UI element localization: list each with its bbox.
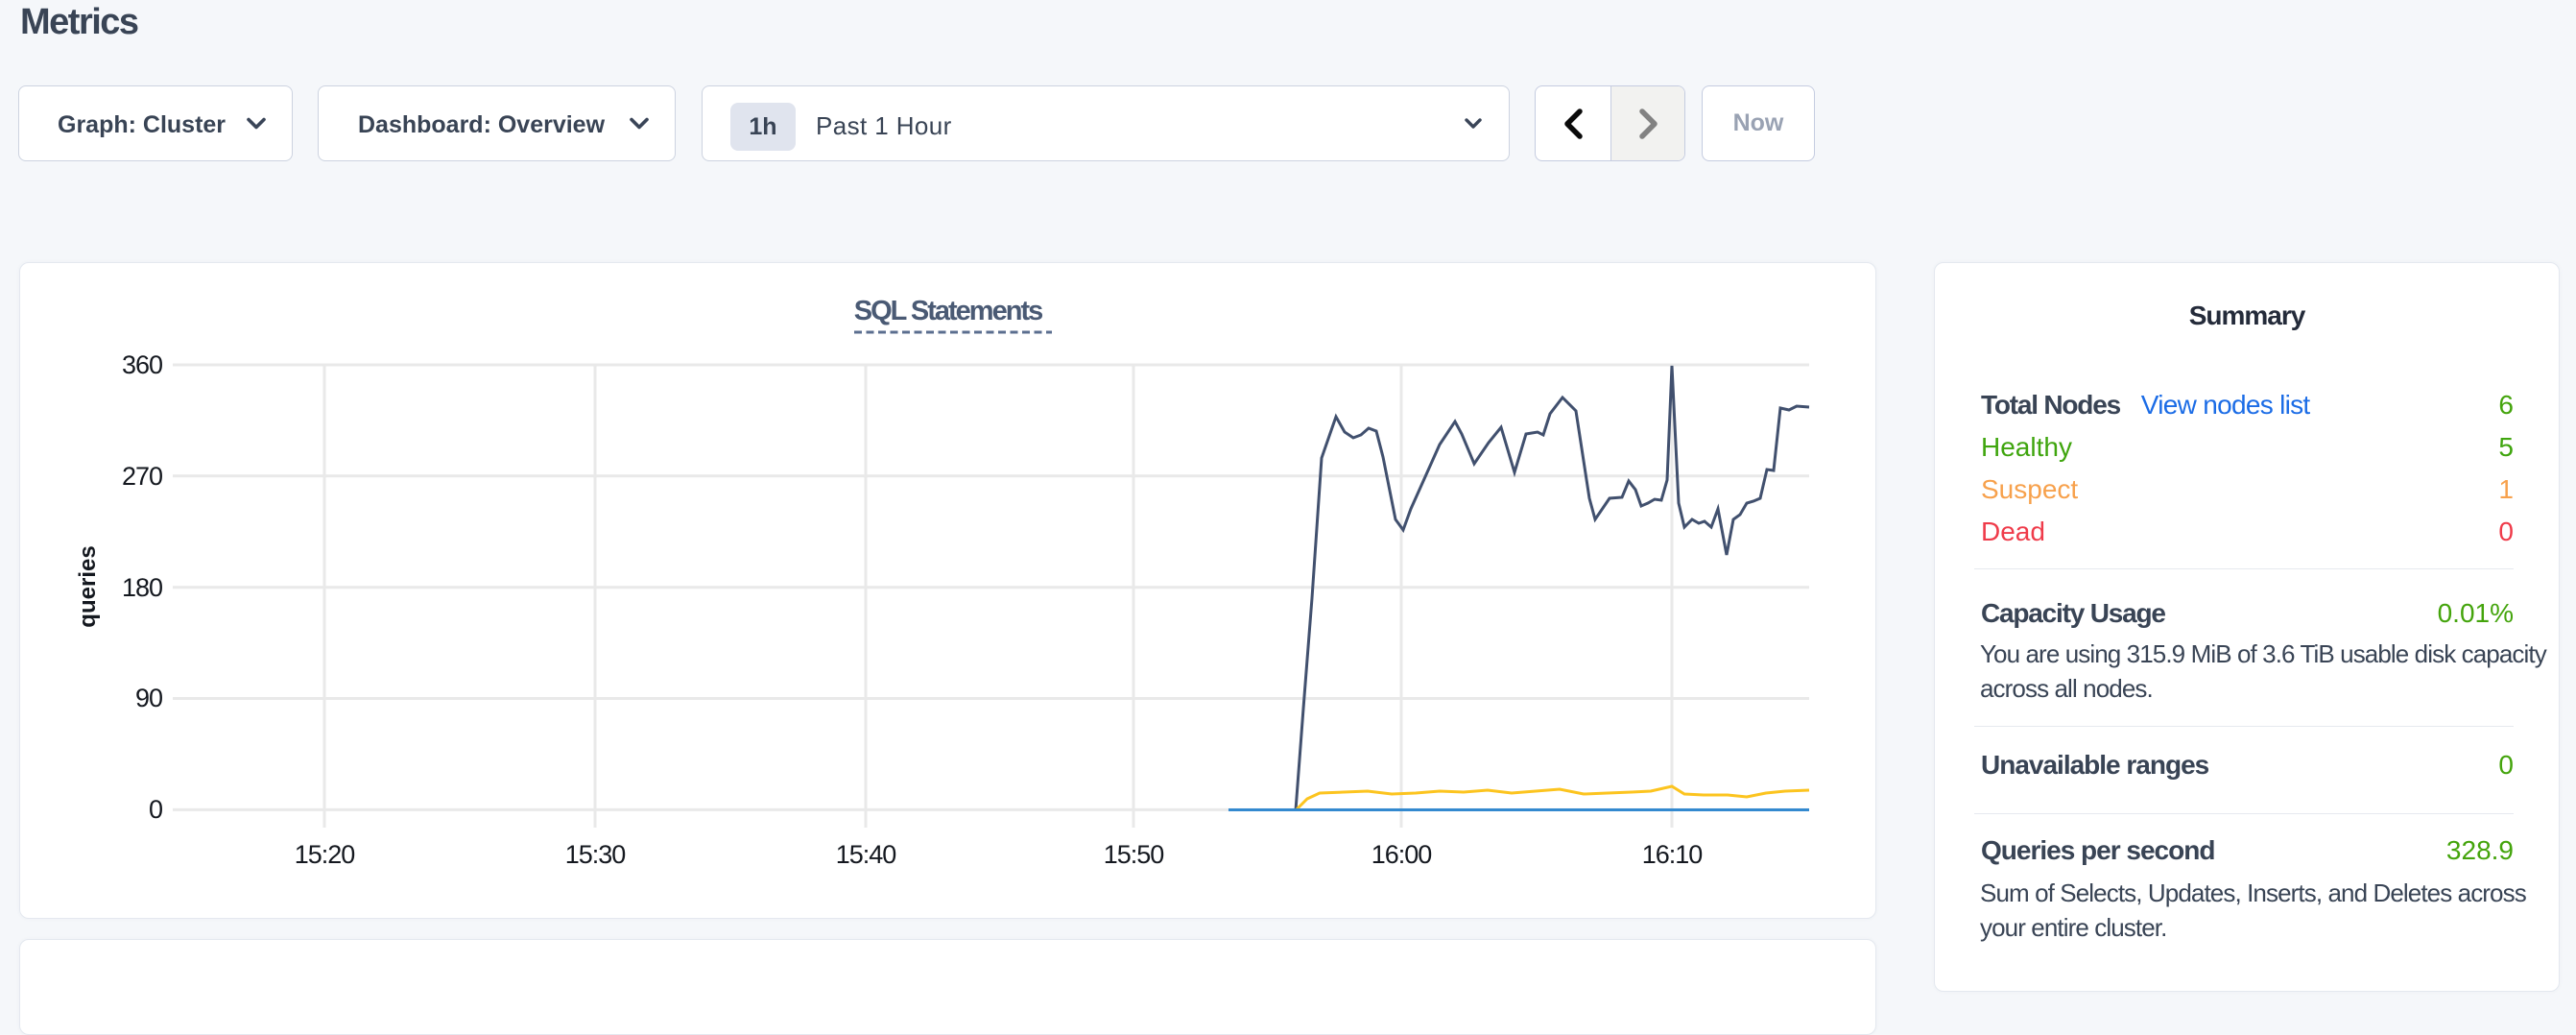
svg-text:15:50: 15:50: [1104, 840, 1164, 869]
svg-text:90: 90: [135, 684, 162, 712]
svg-text:15:20: 15:20: [295, 840, 355, 869]
svg-text:15:40: 15:40: [836, 840, 896, 869]
svg-text:360: 360: [122, 350, 162, 379]
svg-text:16:10: 16:10: [1642, 840, 1703, 869]
svg-text:16:00: 16:00: [1371, 840, 1432, 869]
svg-text:queries: queries: [75, 545, 101, 627]
svg-text:15:30: 15:30: [565, 840, 626, 869]
svg-text:180: 180: [122, 573, 162, 602]
svg-text:0: 0: [149, 795, 162, 824]
svg-text:270: 270: [122, 462, 162, 491]
